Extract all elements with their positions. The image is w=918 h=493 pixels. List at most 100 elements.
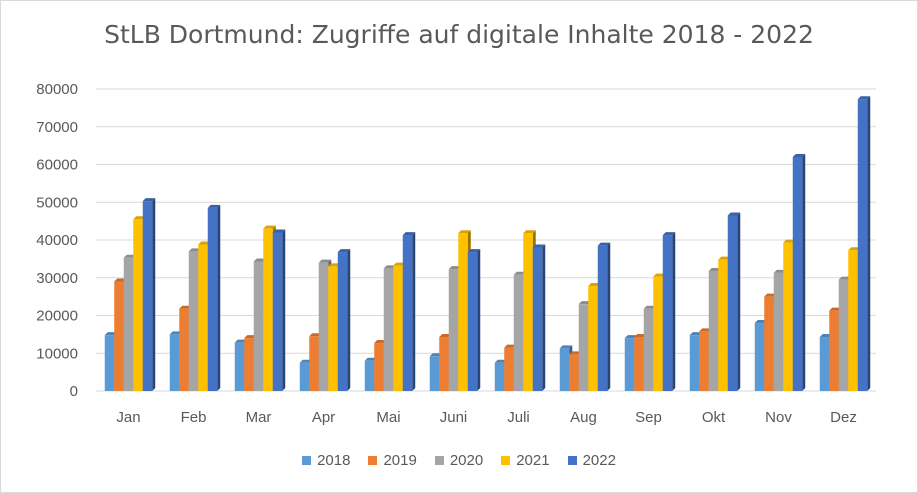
bar-top bbox=[133, 216, 146, 220]
bar bbox=[569, 354, 579, 391]
bar-side bbox=[347, 249, 351, 391]
bar-side bbox=[867, 96, 871, 391]
y-tick-label: 10000 bbox=[36, 345, 78, 362]
bar-top bbox=[439, 334, 452, 338]
bar-top bbox=[634, 334, 647, 338]
legend-swatch bbox=[434, 456, 444, 465]
bar-top bbox=[569, 351, 582, 355]
bar-top bbox=[244, 335, 257, 339]
x-tick-label: Jan bbox=[116, 409, 140, 426]
bar bbox=[699, 331, 709, 391]
bar bbox=[448, 269, 459, 391]
bar bbox=[169, 334, 180, 391]
bar-top bbox=[299, 359, 313, 363]
y-tick-label: 20000 bbox=[36, 308, 78, 325]
legend-label: 2020 bbox=[449, 452, 484, 469]
bar-top bbox=[727, 212, 741, 216]
bar-top bbox=[653, 273, 666, 277]
bar bbox=[234, 342, 245, 391]
x-tick-label: Okt bbox=[702, 409, 726, 426]
bar-side bbox=[152, 198, 156, 391]
bar bbox=[393, 265, 403, 391]
bar-top bbox=[383, 265, 397, 269]
x-tick-label: Aug bbox=[570, 409, 597, 426]
legend-item: 2020 bbox=[434, 452, 484, 469]
y-tick-label: 80000 bbox=[36, 81, 78, 98]
bar-top bbox=[829, 307, 842, 311]
legend-item: 2021 bbox=[501, 452, 550, 469]
bar-top bbox=[848, 247, 861, 251]
bar bbox=[848, 250, 858, 391]
bar-top bbox=[792, 153, 806, 157]
bar bbox=[838, 279, 849, 391]
y-tick-label: 30000 bbox=[36, 270, 78, 287]
bar-side bbox=[477, 249, 481, 391]
bar-top bbox=[234, 339, 248, 343]
bar bbox=[532, 247, 543, 391]
bar-top bbox=[448, 266, 462, 270]
bar-side bbox=[217, 204, 221, 391]
bar bbox=[123, 257, 134, 391]
bar-top bbox=[263, 225, 276, 229]
bar-top bbox=[689, 332, 703, 336]
bar-top bbox=[337, 249, 351, 253]
bar-top bbox=[708, 267, 722, 271]
legend-label: 2021 bbox=[516, 452, 550, 469]
bar bbox=[783, 242, 793, 391]
bar bbox=[383, 268, 394, 391]
bar-top bbox=[523, 230, 536, 234]
bar bbox=[114, 281, 124, 391]
bar bbox=[318, 262, 329, 391]
bar bbox=[857, 99, 868, 391]
bar-top bbox=[467, 249, 481, 253]
bar bbox=[402, 235, 413, 391]
bar bbox=[198, 244, 208, 391]
bar-top bbox=[142, 198, 156, 202]
bar-top bbox=[783, 239, 796, 243]
bar bbox=[764, 296, 774, 391]
x-tick-label: Nov bbox=[765, 409, 792, 426]
legend-swatch bbox=[302, 456, 312, 465]
bar-top bbox=[374, 340, 387, 344]
bar-top bbox=[578, 301, 592, 305]
bar bbox=[829, 310, 839, 391]
legend-item: 2019 bbox=[368, 452, 417, 469]
bar-side bbox=[737, 212, 741, 391]
bar-top bbox=[123, 254, 137, 258]
chart-title: StLB Dortmund: Zugriffe auf digitale Inh… bbox=[104, 20, 814, 49]
bar-top bbox=[169, 331, 183, 335]
legend-swatch bbox=[567, 456, 577, 465]
bar-side bbox=[672, 232, 676, 391]
y-tick-label: 50000 bbox=[36, 194, 78, 211]
x-tick-label: Sep bbox=[635, 409, 662, 426]
bar bbox=[653, 276, 663, 391]
bar bbox=[588, 286, 598, 391]
bar-top bbox=[318, 259, 332, 263]
bar-side bbox=[607, 242, 611, 391]
legend-label: 2022 bbox=[582, 452, 616, 469]
bar bbox=[429, 356, 440, 391]
bar-top bbox=[328, 263, 341, 267]
bar bbox=[467, 252, 478, 391]
bar-side bbox=[282, 229, 286, 391]
bar-top bbox=[458, 230, 471, 234]
bar-top bbox=[513, 271, 527, 275]
bar bbox=[309, 336, 319, 391]
bar bbox=[374, 343, 384, 391]
bar bbox=[272, 232, 283, 391]
legend-label: 2019 bbox=[383, 452, 417, 469]
bar-top bbox=[764, 293, 777, 297]
bar bbox=[634, 337, 644, 391]
bar-side bbox=[412, 232, 416, 391]
legend-item: 2022 bbox=[567, 452, 616, 469]
bar-top bbox=[532, 244, 546, 248]
y-tick-label: 0 bbox=[70, 383, 78, 400]
bar bbox=[662, 235, 673, 391]
bar bbox=[104, 335, 115, 391]
x-tick-label: Juli bbox=[507, 409, 530, 426]
bar-top bbox=[773, 269, 787, 273]
legend-swatch bbox=[501, 456, 511, 465]
bar bbox=[179, 308, 189, 391]
bar bbox=[559, 348, 570, 391]
legend-label: 2018 bbox=[317, 452, 351, 469]
